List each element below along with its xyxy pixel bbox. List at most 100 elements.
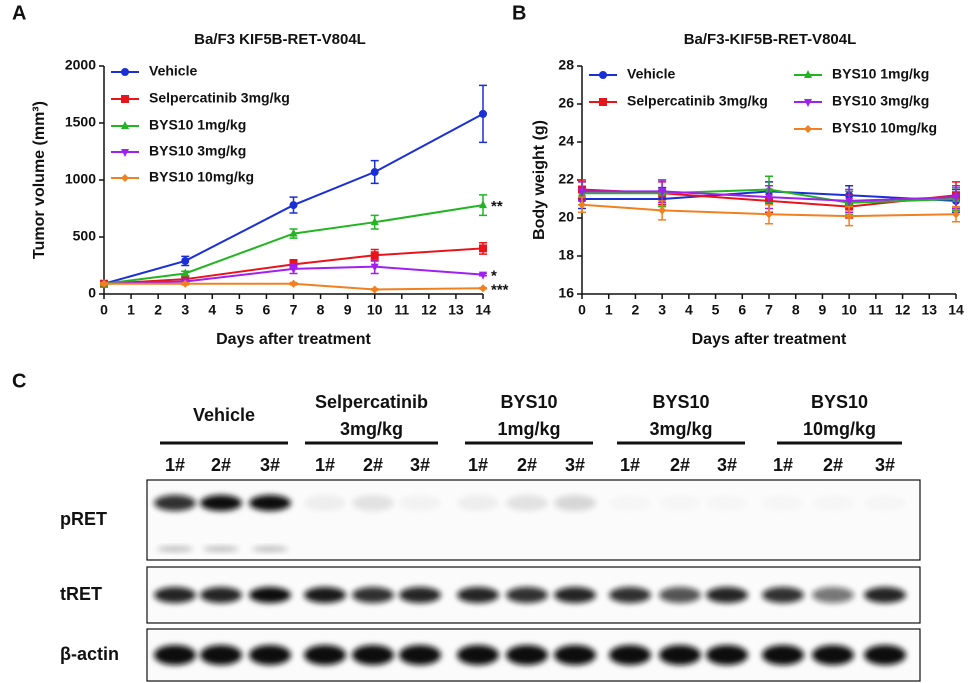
x-tick-label: 6 xyxy=(738,302,746,318)
legend-marker xyxy=(599,98,607,106)
significance-label: *** xyxy=(491,281,509,298)
band xyxy=(506,587,548,603)
x-tick-label: 3 xyxy=(658,302,666,318)
x-tick-label: 12 xyxy=(895,302,911,318)
legend-marker xyxy=(121,95,129,103)
marker xyxy=(181,256,190,265)
marker xyxy=(181,279,190,288)
x-tick-label: 2 xyxy=(154,302,162,318)
y-tick-label: 2000 xyxy=(65,57,96,73)
y-tick-label: 1000 xyxy=(65,171,96,187)
x-tick-label: 5 xyxy=(712,302,720,318)
panel-letter: A xyxy=(12,2,26,24)
y-tick-label: 24 xyxy=(558,133,574,149)
legend-label: BYS10 10mg/kg xyxy=(149,169,254,185)
lane-label: 1# xyxy=(315,455,335,475)
legend-marker xyxy=(121,121,129,129)
band xyxy=(399,495,441,511)
group-label: 3mg/kg xyxy=(649,419,712,439)
lane-label: 3# xyxy=(565,455,585,475)
band xyxy=(200,587,242,603)
lane-label: 3# xyxy=(875,455,895,475)
legend-label: Selpercatinib 3mg/kg xyxy=(627,93,768,109)
group-label: BYS10 xyxy=(811,392,868,412)
lane-label: 2# xyxy=(823,455,843,475)
y-axis-label: Tumor volume (mm³) xyxy=(31,101,48,259)
group-label: BYS10 xyxy=(652,392,709,412)
legend-label: BYS10 3mg/kg xyxy=(832,93,929,109)
band xyxy=(154,645,196,665)
y-axis-label: Body weight (g) xyxy=(531,120,548,240)
marker xyxy=(370,251,379,260)
lane-label: 1# xyxy=(468,455,488,475)
legend-marker xyxy=(121,174,129,182)
band xyxy=(762,495,804,511)
row-label: β-actin xyxy=(60,644,119,664)
row-label: pRET xyxy=(60,509,107,529)
band xyxy=(352,495,394,511)
x-tick-label: 13 xyxy=(921,302,937,318)
group-label: BYS10 xyxy=(500,392,557,412)
band xyxy=(554,645,596,665)
band xyxy=(304,587,346,603)
y-tick-label: 18 xyxy=(558,247,574,263)
x-tick-label: 10 xyxy=(367,302,383,318)
row-label: tRET xyxy=(60,584,102,604)
band xyxy=(399,587,441,603)
x-tick-label: 7 xyxy=(290,302,298,318)
lane-label: 1# xyxy=(165,455,185,475)
legend-marker xyxy=(121,149,129,157)
group-label: Selpercatinib xyxy=(315,392,428,412)
lane-label: 2# xyxy=(517,455,537,475)
band xyxy=(157,546,193,552)
lane-label: 1# xyxy=(773,455,793,475)
marker xyxy=(479,271,487,280)
legend-label: BYS10 3mg/kg xyxy=(149,143,246,159)
y-tick-label: 20 xyxy=(558,209,574,225)
band xyxy=(304,495,346,511)
legend-marker xyxy=(121,68,129,76)
marker xyxy=(658,188,667,197)
legend-marker xyxy=(599,71,607,79)
lane-label: 3# xyxy=(717,455,737,475)
band xyxy=(609,587,651,603)
x-tick-label: 8 xyxy=(317,302,325,318)
x-axis-label: Days after treatment xyxy=(216,331,371,348)
marker xyxy=(658,206,667,215)
legend-label: BYS10 1mg/kg xyxy=(149,117,246,133)
lane-label: 3# xyxy=(410,455,430,475)
group-label: 10mg/kg xyxy=(803,419,876,439)
marker xyxy=(845,197,854,206)
band xyxy=(706,495,748,511)
marker xyxy=(289,265,298,274)
x-tick-label: 14 xyxy=(948,302,964,318)
x-tick-label: 4 xyxy=(685,302,693,318)
band xyxy=(304,645,346,665)
marker xyxy=(479,284,487,293)
marker xyxy=(479,109,487,118)
x-tick-label: 2 xyxy=(632,302,640,318)
marker xyxy=(370,168,379,177)
band xyxy=(864,587,906,603)
marker xyxy=(952,194,960,203)
marker xyxy=(289,279,298,288)
panel-letter: B xyxy=(512,2,526,24)
x-tick-label: 10 xyxy=(841,302,857,318)
band xyxy=(554,495,596,511)
marker xyxy=(289,201,298,210)
x-tick-label: 11 xyxy=(868,302,883,318)
x-tick-label: 7 xyxy=(765,302,773,318)
x-tick-label: 6 xyxy=(263,302,271,318)
band xyxy=(249,587,291,603)
marker xyxy=(479,200,487,209)
lane-label: 2# xyxy=(363,455,383,475)
x-tick-label: 5 xyxy=(235,302,243,318)
band xyxy=(659,587,701,603)
lane-label: 2# xyxy=(211,455,231,475)
marker xyxy=(370,217,379,226)
x-tick-label: 3 xyxy=(181,302,189,318)
marker xyxy=(578,188,586,197)
y-tick-label: 16 xyxy=(558,285,574,301)
band xyxy=(399,645,441,665)
